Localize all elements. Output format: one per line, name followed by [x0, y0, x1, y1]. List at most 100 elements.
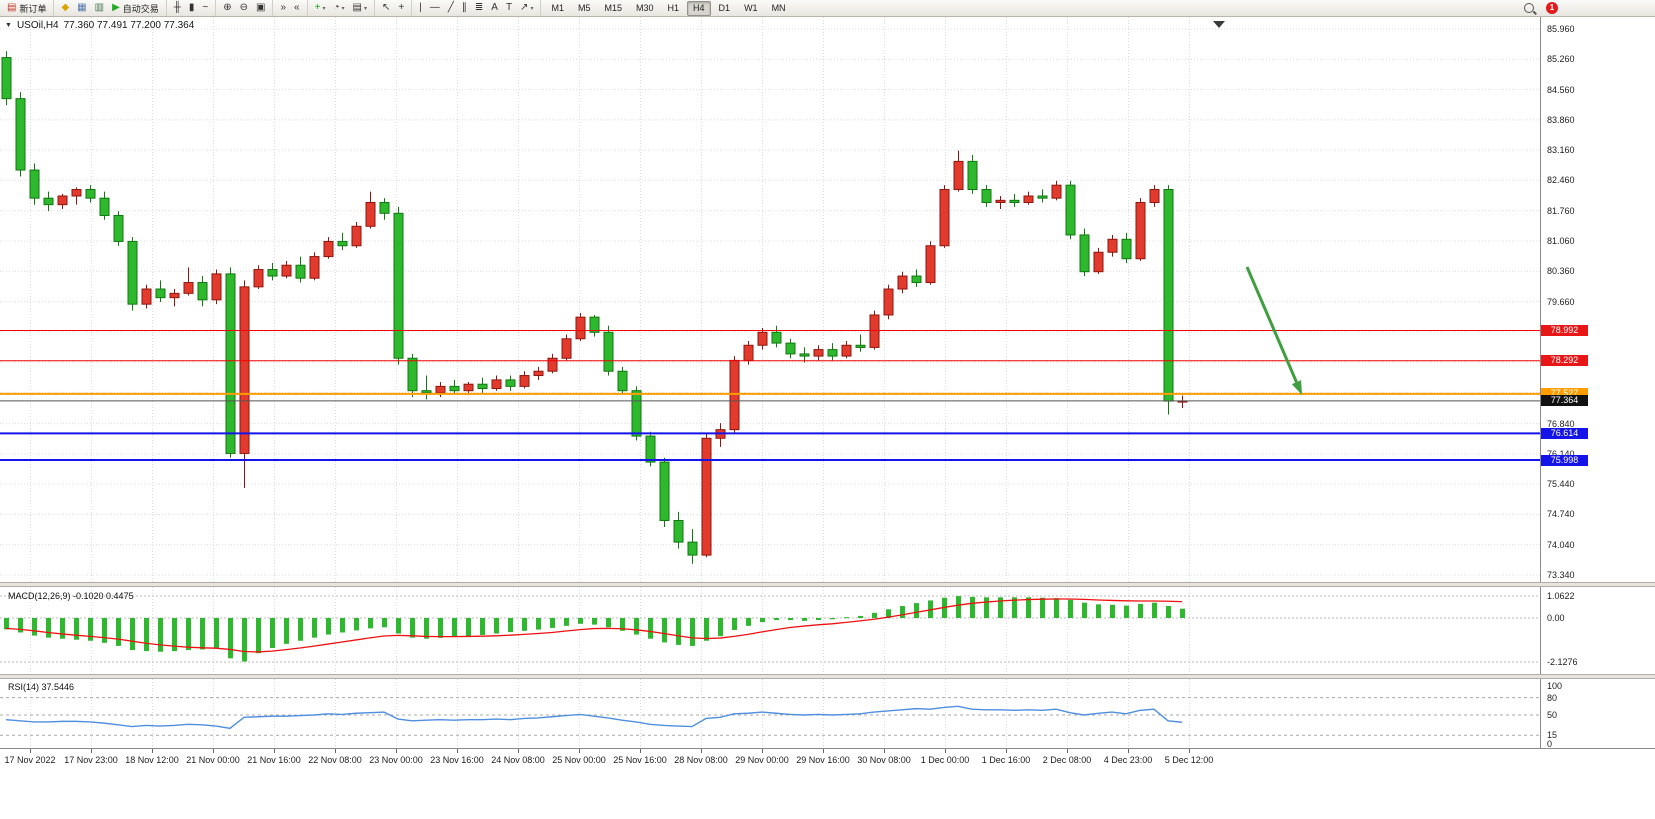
- chevron-down-icon: ▾: [530, 5, 534, 12]
- rsi-indicator-chart[interactable]: [0, 679, 1540, 748]
- ohlc-values: 77.360 77.491 77.200 77.364: [63, 20, 195, 31]
- zoom-out-button[interactable]: ⊖: [236, 0, 252, 16]
- toolbar-group: ╫ ▮ ~: [167, 0, 217, 16]
- time-label: 28 Nov 08:00: [674, 755, 728, 765]
- channel-button[interactable]: ∥: [458, 0, 471, 16]
- notification-badge[interactable]: 1: [1546, 2, 1558, 14]
- crosshair-icon: +: [398, 2, 405, 13]
- arrows-icon: ↗: [520, 2, 529, 13]
- zoom-out-icon: ⊖: [239, 2, 249, 13]
- timeframe-buttons: M1 M5 M15 M30 H1 H4 D1 W1 MN: [544, 0, 792, 16]
- fibonacci-icon: ≣: [474, 2, 484, 13]
- toolbar-button-groups: ▤ 新订单 ◆ ▦ ▥ ▶ 自动交易 ╫ ▮ ~ ⊕ ⊖ ▣» «+ ▾ ◔ ▾ ▤ ▾ ↖ + | — ╱ ∥ ≣ A T ↗ ▾: [0, 0, 542, 16]
- metaeditor-button[interactable]: ◆: [57, 0, 73, 16]
- timeframe-m5[interactable]: M5: [577, 2, 591, 13]
- cursor-icon: ↖: [382, 2, 391, 13]
- toolbar-group: » «: [273, 0, 308, 16]
- timeframe-d1[interactable]: D1: [718, 2, 731, 13]
- timeframe-mn[interactable]: MN: [771, 2, 786, 13]
- timeframe-m30[interactable]: M30: [636, 2, 654, 13]
- price-label: 84.560: [1547, 84, 1575, 95]
- time-tick: [884, 749, 885, 753]
- macd-label: MACD(12,26,9) -0.1020 0.4475: [8, 591, 134, 601]
- time-tick: [579, 749, 580, 753]
- panel-separator[interactable]: [0, 674, 1655, 679]
- label-button[interactable]: T: [502, 0, 516, 16]
- cursor-button[interactable]: ↖: [378, 0, 394, 16]
- templates-button[interactable]: ▤ ▾: [349, 0, 371, 16]
- toolbar-group: ⊕ ⊖ ▣: [216, 0, 274, 16]
- auto-scroll-icon: »: [280, 2, 287, 13]
- time-axis[interactable]: 17 Nov 2022 17 Nov 23:00 18 Nov 12:00 21 No…: [0, 748, 1655, 774]
- time-tick: [945, 749, 946, 753]
- metaeditor-icon: ◆: [61, 2, 70, 13]
- timeframe-h4[interactable]: H4: [687, 0, 711, 16]
- vertical-line-button[interactable]: |: [415, 0, 426, 16]
- line-chart-button[interactable]: ~: [198, 0, 212, 16]
- time-tick: [640, 749, 641, 753]
- timeframe-m1[interactable]: M1: [551, 2, 564, 13]
- toolbar-right: 1: [1520, 0, 1655, 16]
- crosshair-button[interactable]: +: [394, 0, 408, 16]
- symbol-dropdown-icon[interactable]: ▼: [5, 22, 12, 29]
- price-chart[interactable]: [0, 17, 1540, 582]
- rsi-label: RSI(14) 37.5446: [8, 682, 75, 692]
- price-badge: 77.527: [1541, 388, 1588, 400]
- magnifier-icon: [1524, 3, 1534, 13]
- time-label: 25 Nov 00:00: [552, 755, 606, 765]
- bar-chart-button[interactable]: ╫: [170, 0, 185, 16]
- time-tick: [152, 749, 153, 753]
- fibonacci-button[interactable]: ≣: [471, 0, 487, 16]
- time-label: 29 Nov 00:00: [735, 755, 789, 765]
- periods-button[interactable]: ◔ ▾: [329, 0, 348, 16]
- chart-shift-button[interactable]: «: [290, 0, 304, 16]
- arrows-button[interactable]: ↗ ▾: [516, 0, 537, 16]
- timeframe-h1[interactable]: H1: [667, 2, 680, 13]
- timeframe-w1[interactable]: W1: [744, 2, 758, 13]
- auto-scroll-button[interactable]: »: [276, 0, 290, 16]
- time-label: 4 Dec 23:00: [1103, 755, 1153, 765]
- terminal-icon: ▥: [94, 2, 105, 13]
- time-tick: [91, 749, 92, 753]
- text-button[interactable]: A: [487, 0, 502, 16]
- macd-indicator-chart[interactable]: [0, 587, 1540, 674]
- price-label: 81.060: [1547, 235, 1575, 246]
- horizontal-line-button[interactable]: —: [426, 0, 444, 16]
- terminal-button[interactable]: ▥: [91, 0, 108, 16]
- time-label: 2 Dec 08:00: [1042, 755, 1092, 765]
- price-scale[interactable]: 85.960 85.260 84.560 83.860 83.160 82.460 81.7…: [1540, 17, 1655, 749]
- time-label: 23 Nov 16:00: [430, 755, 484, 765]
- search-button[interactable]: [1520, 0, 1538, 16]
- price-label: 80.360: [1547, 266, 1575, 277]
- templates-icon: ▤: [352, 2, 362, 13]
- time-tick: [335, 749, 336, 753]
- tile-windows-icon: ▣: [256, 2, 266, 13]
- time-label: 17 Nov 23:00: [64, 755, 118, 765]
- time-tick: [30, 749, 31, 753]
- toolbar-group: ◆ ▦ ▥ ▶ 自动交易: [54, 0, 167, 16]
- time-tick: [762, 749, 763, 753]
- horizontal-line-icon: —: [429, 2, 440, 13]
- time-tick: [518, 749, 519, 753]
- trendline-button[interactable]: ╱: [444, 0, 458, 16]
- panel-separator[interactable]: [0, 582, 1655, 587]
- price-label: 74.740: [1547, 509, 1575, 520]
- time-label: 21 Nov 16:00: [247, 755, 301, 765]
- toolbar-group: | — ╱ ∥ ≣ A T ↗ ▾: [412, 0, 542, 16]
- autotrading-button-label: 自动交易: [122, 3, 159, 14]
- tile-windows-button[interactable]: ▣: [252, 0, 269, 16]
- price-label: 76.140: [1547, 449, 1575, 459]
- time-tick: [701, 749, 702, 753]
- chart-shift-icon: «: [294, 2, 300, 13]
- autotrading-button[interactable]: ▶ 自动交易: [108, 0, 163, 16]
- indicators-button[interactable]: + ▾: [311, 0, 330, 16]
- text-icon: A: [491, 2, 498, 13]
- timeframe-m15[interactable]: M15: [604, 2, 622, 13]
- market-watch-button[interactable]: ▦: [73, 0, 90, 16]
- candlestick-chart-button[interactable]: ▮: [185, 0, 199, 16]
- zoom-in-button[interactable]: ⊕: [219, 0, 235, 16]
- macd-scale-label: 1.0622: [1547, 591, 1575, 602]
- time-label: 24 Nov 08:00: [491, 755, 545, 765]
- new-order-button[interactable]: ▤ 新订单: [3, 0, 50, 16]
